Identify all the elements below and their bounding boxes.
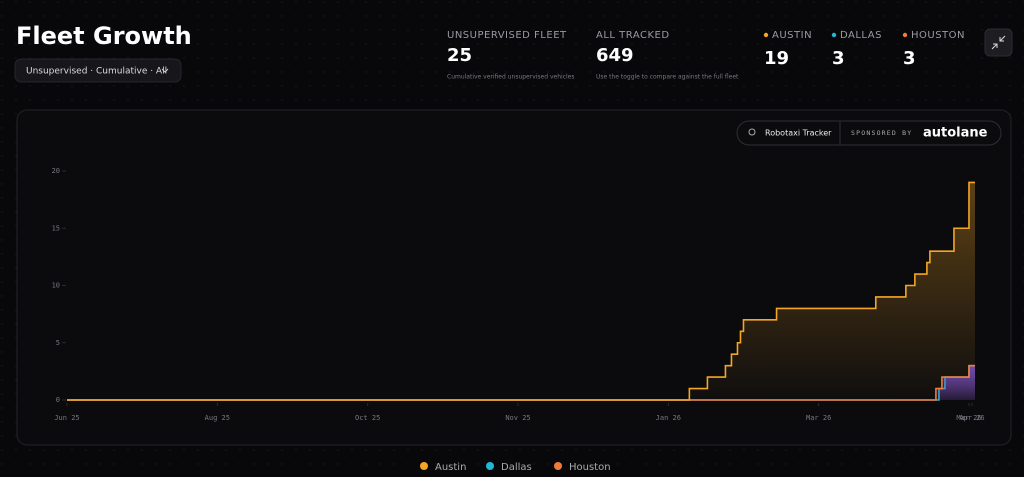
city-value: 3 xyxy=(832,48,845,69)
filter-dropdown[interactable] xyxy=(14,58,182,83)
city-value: 3 xyxy=(903,48,916,69)
city-dot xyxy=(763,32,769,38)
x-tick-label: Apr 26 xyxy=(959,414,984,422)
legend-label[interactable]: Austin xyxy=(435,462,466,473)
collapse-button[interactable] xyxy=(984,28,1013,57)
y-tick-label: 20 xyxy=(52,167,60,175)
legend-swatch[interactable] xyxy=(420,462,428,470)
city-dot xyxy=(831,32,837,38)
plot: 0 5 10 15 20 Jun 25 Aug 25 Oct 25 Nov 25 Jan 26 Ma… xyxy=(52,167,985,422)
y-tick-label: 5 xyxy=(56,339,60,347)
city-label: HOUSTON xyxy=(911,30,965,41)
x-tick-label: Mar 26 xyxy=(806,414,831,422)
city-label: AUSTIN xyxy=(772,30,812,41)
stat-caption: Cumulative verified unsupervised vehicle… xyxy=(447,74,574,81)
sponsored-label: SPONSORED BY xyxy=(851,129,912,137)
series-line xyxy=(67,181,975,401)
collapse-icon xyxy=(991,35,1006,50)
legend-label[interactable]: Dallas xyxy=(501,462,532,473)
y-tick-label: 0 xyxy=(56,396,60,404)
legend-swatch[interactable] xyxy=(554,462,562,470)
dropdown-caret xyxy=(161,68,169,73)
y-tick-label: 15 xyxy=(52,224,60,232)
x-tick-label: Aug 25 xyxy=(205,414,230,422)
stat-label: ALL TRACKED xyxy=(596,30,670,41)
city-value: 19 xyxy=(764,48,789,69)
series-area xyxy=(67,182,975,400)
stat-caption: Use the toggle to compare against the fu… xyxy=(596,74,739,81)
stat-value: 649 xyxy=(596,45,634,66)
city-label: DALLAS xyxy=(840,30,882,41)
x-tick-label: Jan 26 xyxy=(656,414,681,422)
sponsor-badge xyxy=(736,120,1002,146)
stat-label: UNSUPERVISED FLEET xyxy=(447,30,567,41)
city-dot xyxy=(902,32,908,38)
pin-icon xyxy=(748,128,756,136)
filter-label[interactable]: Unsupervised · Cumulative · All xyxy=(26,67,167,77)
brand-logo: autolane xyxy=(923,126,988,141)
x-tick-label: Jun 25 xyxy=(54,414,79,422)
y-tick-label: 10 xyxy=(52,282,60,290)
legend-label[interactable]: Houston xyxy=(569,462,611,473)
x-tick-label: Mar 26 xyxy=(956,414,981,422)
tracker-label: Robotaxi Tracker xyxy=(765,129,832,138)
legend-swatch[interactable] xyxy=(486,462,494,470)
stat-value: 25 xyxy=(447,45,472,66)
page-title: Fleet Growth xyxy=(16,22,192,50)
x-tick-label: Oct 25 xyxy=(355,414,380,422)
x-tick-label: Nov 25 xyxy=(505,414,530,422)
